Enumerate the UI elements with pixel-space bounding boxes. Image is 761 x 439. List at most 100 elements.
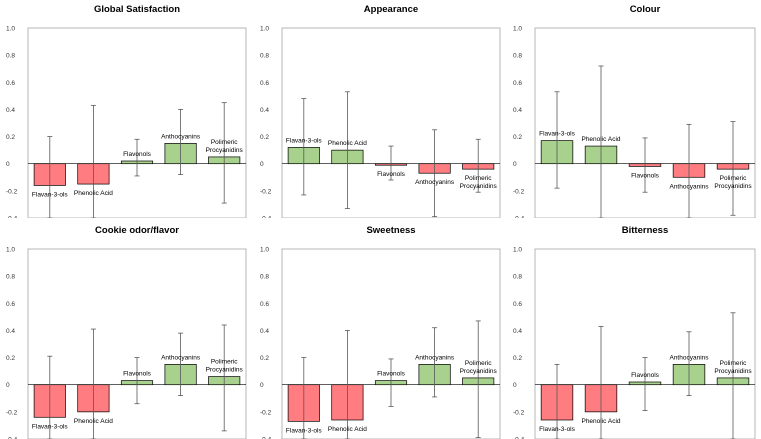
y-tick-label: 1.0: [513, 26, 522, 33]
chart-title: Cookie odor/flavor: [95, 225, 179, 236]
y-tick-label: 0.4: [6, 328, 15, 335]
category-label: Procyanidins: [714, 183, 752, 190]
chart-title: Colour: [630, 4, 661, 15]
category-label: Flavonols: [631, 172, 660, 179]
y-tick-label: 0.8: [6, 274, 15, 281]
category-label: Phenolic Acid: [581, 418, 620, 425]
category-label: Anthocyanins: [415, 354, 455, 361]
y-tick-label: 0.2: [260, 355, 269, 362]
y-tick-label: 0.6: [513, 80, 522, 87]
y-tick-label: 0.2: [513, 134, 522, 141]
y-tick-label: 0.6: [513, 301, 522, 308]
category-label: Polimeric: [720, 175, 747, 182]
y-tick-label: 0.2: [6, 134, 15, 141]
plot-area: [27, 248, 247, 439]
y-tick-label: -0.4: [260, 437, 272, 439]
category-label: Procyanidins: [714, 368, 752, 375]
category-label: Flavan-3-ols: [286, 137, 323, 144]
category-label: Flavan-3-ols: [286, 427, 323, 434]
y-tick-label: -0.4: [6, 216, 18, 219]
y-tick-label: 0: [260, 382, 264, 389]
y-tick-label: 1.0: [6, 247, 15, 254]
category-label: Flavonols: [123, 371, 152, 378]
y-tick-label: 0.8: [513, 274, 522, 281]
y-tick-label: 0.2: [260, 134, 269, 141]
y-tick-label: -0.2: [513, 409, 525, 416]
y-tick-label: -0.2: [260, 409, 272, 416]
y-tick-label: 1.0: [260, 247, 269, 254]
y-tick-label: 0.6: [260, 301, 269, 308]
category-label: Polimeric: [211, 139, 238, 146]
chart-title: Global Satisfaction: [94, 4, 180, 15]
category-label: Polimeric: [465, 360, 492, 367]
chart-colour: Colour 1.0 0.8 0.6 0.4 0.2 0 -0.2 -0.4 Flavan-3-o…: [513, 4, 756, 219]
y-tick-label: 0.2: [513, 355, 522, 362]
y-tick-label: -0.2: [6, 409, 18, 416]
category-label: Phenolic Acid: [74, 190, 113, 197]
chart-cookie-odor-flavor: Cookie odor/flavor 1.0 0.8 0.6 0.4 0.2 0 -0.2 -0…: [6, 225, 247, 439]
y-tick-label: -0.4: [513, 216, 525, 219]
y-tick-label: 0.6: [6, 80, 15, 87]
category-label: Anthocyanins: [669, 183, 709, 190]
y-tick-label: 0.4: [260, 328, 269, 335]
category-label: Anthocyanins: [161, 133, 201, 140]
category-label: Flavan-3-ols: [539, 131, 576, 138]
plot-area: [281, 248, 501, 439]
category-label: Phenolic Acid: [328, 140, 367, 147]
y-tick-label: 0.2: [6, 355, 15, 362]
y-tick-label: -0.2: [513, 188, 525, 195]
category-label: Polimeric: [720, 360, 747, 367]
chart-title: Sweetness: [366, 225, 415, 236]
category-label: Phenolic Acid: [74, 418, 113, 425]
category-label: Flavan-3-ols: [539, 426, 576, 433]
y-tick-label: 0.4: [260, 107, 269, 114]
y-tick-label: 1.0: [513, 247, 522, 254]
y-tick-label: 0: [6, 382, 10, 389]
category-label: Anthocyanins: [161, 354, 201, 361]
plot-area: [534, 27, 756, 218]
category-label: Procyanidins: [206, 147, 244, 154]
y-tick-label: 0.8: [260, 274, 269, 281]
y-tick-label: 0.8: [513, 53, 522, 60]
y-tick-label: 0.4: [513, 107, 522, 114]
y-tick-label: 0.4: [513, 328, 522, 335]
category-label: Procyanidins: [460, 183, 498, 190]
category-label: Procyanidins: [206, 367, 244, 374]
y-tick-label: 1.0: [260, 26, 269, 33]
y-tick-label: -0.2: [260, 188, 272, 195]
plot-area: [27, 27, 247, 218]
y-tick-label: -0.4: [513, 437, 525, 439]
category-label: Phenolic Acid: [581, 136, 620, 143]
chart-sweetness: Sweetness 1.0 0.8 0.6 0.4 0.2 0 -0.2 -0.4 Flavan-…: [260, 225, 501, 439]
y-tick-label: 0.4: [6, 107, 15, 114]
chart-title: Bitterness: [622, 225, 668, 236]
y-tick-label: 0.6: [6, 301, 15, 308]
category-label: Phenolic Acid: [328, 426, 367, 433]
chart-appearance: Appearance 1.0 0.8 0.6 0.4 0.2 0 -0.2 -0.4 Flavan…: [260, 4, 501, 219]
y-tick-label: 0: [6, 161, 10, 168]
category-label: Flavonols: [123, 151, 152, 158]
category-label: Polimeric: [211, 359, 238, 366]
y-tick-label: -0.4: [260, 216, 272, 219]
category-label: Flavonols: [631, 372, 660, 379]
category-label: Procyanidins: [460, 368, 498, 375]
category-label: Flavonols: [377, 171, 406, 178]
chart-title: Appearance: [364, 4, 418, 15]
y-tick-label: -0.4: [6, 437, 18, 439]
category-label: Flavonols: [377, 371, 406, 378]
y-tick-label: 0: [513, 382, 517, 389]
chart-global-satisfaction: Global Satisfaction 1.0 0.8 0.6 0.4 0.2 0 -0.2 -…: [6, 4, 247, 219]
y-tick-label: 1.0: [6, 26, 15, 33]
category-label: Anthocyanins: [415, 179, 455, 186]
plot-area: [534, 248, 756, 439]
y-tick-label: 0.6: [260, 80, 269, 87]
category-label: Anthocyanins: [669, 354, 709, 361]
category-label: Flavan-3-ols: [32, 191, 69, 198]
y-tick-label: -0.2: [6, 188, 18, 195]
y-tick-label: 0.8: [6, 53, 15, 60]
y-tick-label: 0: [260, 161, 264, 168]
chart-bitterness: Bitterness 1.0 0.8 0.6 0.4 0.2 0 -0.2 -0.4 Flavan…: [513, 225, 756, 439]
y-tick-label: 0: [513, 161, 517, 168]
category-label: Polimeric: [465, 175, 492, 182]
